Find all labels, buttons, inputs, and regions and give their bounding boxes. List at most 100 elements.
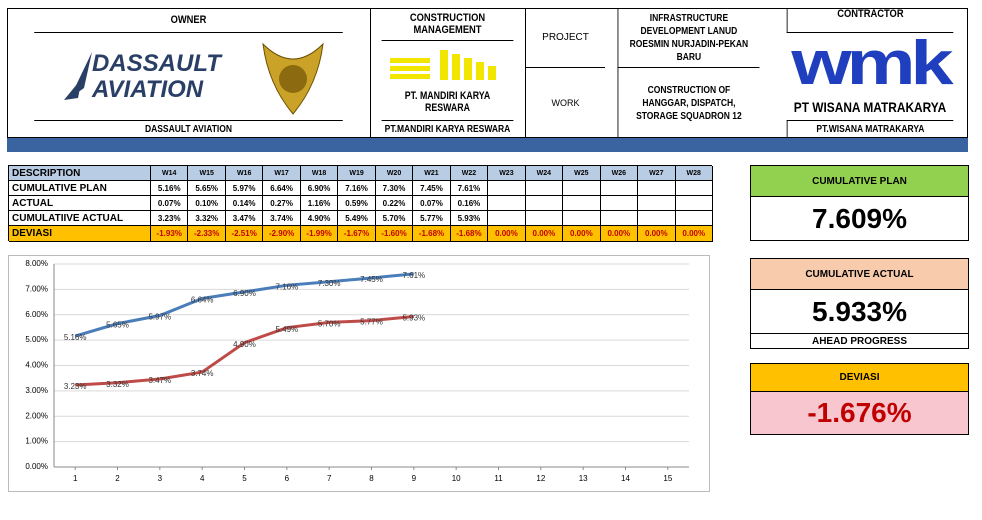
x-tick-label: 11: [494, 474, 503, 483]
table-cell: 5.97%: [225, 181, 264, 196]
y-tick-label: 8.00%: [25, 259, 48, 268]
table-cell: W23: [488, 166, 526, 181]
x-tick-label: 4: [200, 474, 205, 483]
header: [7, 8, 968, 138]
table-cell: 0.00%: [600, 226, 639, 242]
table-cell: [600, 181, 639, 196]
table-cell: W14: [151, 166, 189, 181]
owner-footer: DASSAULT AVIATION: [34, 120, 343, 138]
table-cell: [563, 181, 601, 196]
data-label: 6.64%: [191, 296, 214, 305]
table-cell: 3.47%: [225, 211, 264, 226]
series-line: [74, 272, 414, 338]
table-cell: [563, 196, 601, 211]
table-cell: W26: [600, 166, 639, 181]
data-label: 5.70%: [318, 319, 341, 328]
y-tick-label: 6.00%: [25, 310, 48, 319]
table-cell: [488, 211, 526, 226]
table-cell: 7.16%: [338, 181, 376, 196]
data-label: 7.45%: [360, 275, 383, 284]
wmk-logo: wmk: [791, 29, 953, 98]
table-cell: 5.16%: [151, 181, 189, 196]
table-cell: 5.93%: [450, 211, 489, 226]
table-cell: 3.23%: [151, 211, 189, 226]
y-tick-label: 1.00%: [25, 437, 48, 446]
table-cell: [563, 211, 601, 226]
data-label: 3.32%: [106, 380, 129, 389]
table-cell: [600, 211, 639, 226]
data-label: 4.90%: [233, 340, 256, 349]
table-cell: 0.14%: [225, 196, 264, 211]
table-cell: W24: [525, 166, 564, 181]
x-tick-label: 15: [663, 474, 672, 483]
table-cell: W25: [563, 166, 601, 181]
row-label: DEVIASI: [9, 226, 151, 242]
table-cell: W17: [263, 166, 301, 181]
table-cell: 6.90%: [300, 181, 339, 196]
x-tick-label: 9: [412, 474, 417, 483]
table-cell: [488, 181, 526, 196]
table-cell: [525, 211, 564, 226]
table-cell: -2.51%: [225, 226, 264, 242]
table-cell: 5.77%: [413, 211, 451, 226]
contractor-title: CONTRACTOR: [786, 8, 954, 33]
work-value: CONSTRUCTION OF HANGGAR, DISPATCH, STORA…: [617, 68, 760, 138]
x-tick-label: 14: [621, 474, 630, 483]
data-label: 3.74%: [191, 369, 214, 378]
table-cell: 0.00%: [638, 226, 676, 242]
kpi-deviasi-label: DEVIASI: [750, 363, 969, 392]
data-label: 7.30%: [318, 279, 341, 288]
table-cell: W20: [375, 166, 414, 181]
table-cell: 1.16%: [300, 196, 339, 211]
table-cell: 0.00%: [563, 226, 601, 242]
table-cell: W21: [413, 166, 451, 181]
y-tick-label: 7.00%: [25, 284, 48, 293]
table-cell: 0.59%: [338, 196, 376, 211]
data-label: 7.61%: [402, 271, 425, 280]
x-tick-label: 12: [536, 474, 545, 483]
table-cell: -2.33%: [188, 226, 226, 242]
kpi-actual-value: 5.933%: [750, 289, 969, 334]
row-label: CUMULATIIVE ACTUAL: [9, 211, 151, 226]
table-cell: -1.68%: [450, 226, 489, 242]
table-cell: 3.74%: [263, 211, 301, 226]
x-tick-label: 8: [369, 474, 374, 483]
table-cell: -1.60%: [375, 226, 414, 242]
x-tick-label: 6: [285, 474, 290, 483]
kpi-plan-label: CUMULATIVE PLAN: [750, 165, 969, 197]
project-label: PROJECT: [525, 8, 605, 68]
table-cell: 7.45%: [413, 181, 451, 196]
table-cell: W15: [188, 166, 226, 181]
table-cell: W19: [338, 166, 376, 181]
y-tick-label: 4.00%: [25, 361, 48, 370]
data-label: 3.23%: [64, 382, 87, 391]
x-tick-label: 13: [579, 474, 588, 483]
table-cell: -1.93%: [151, 226, 189, 242]
kpi-actual-label: CUMULATIVE ACTUAL: [750, 258, 969, 290]
divider-bar: [7, 138, 968, 152]
table-cell: 3.32%: [188, 211, 226, 226]
data-label: 6.90%: [233, 289, 256, 298]
table-cell: 5.65%: [188, 181, 226, 196]
table-cell: -2.90%: [263, 226, 301, 242]
row-label: DESCRIPTION: [9, 166, 151, 181]
x-tick-label: 7: [327, 474, 332, 483]
owner-title: OWNER: [34, 8, 343, 33]
table-cell: [488, 196, 526, 211]
table-cell: 7.30%: [375, 181, 414, 196]
logo-text: AVIATION: [92, 76, 204, 103]
table-cell: [675, 181, 713, 196]
row-label: CUMULATIVE PLAN: [9, 181, 151, 196]
table-cell: 0.00%: [675, 226, 713, 242]
emblem: [262, 42, 324, 115]
table-cell: 0.16%: [450, 196, 489, 211]
row-label: ACTUAL: [9, 196, 151, 211]
data-label: 5.77%: [360, 318, 383, 327]
x-tick-label: 3: [158, 474, 163, 483]
kpi-actual-note: AHEAD PROGRESS: [750, 333, 969, 349]
kpi-plan-value: 7.609%: [750, 196, 969, 241]
table-cell: 4.90%: [300, 211, 339, 226]
table-cell: 5.49%: [338, 211, 376, 226]
series-line: [75, 315, 414, 387]
